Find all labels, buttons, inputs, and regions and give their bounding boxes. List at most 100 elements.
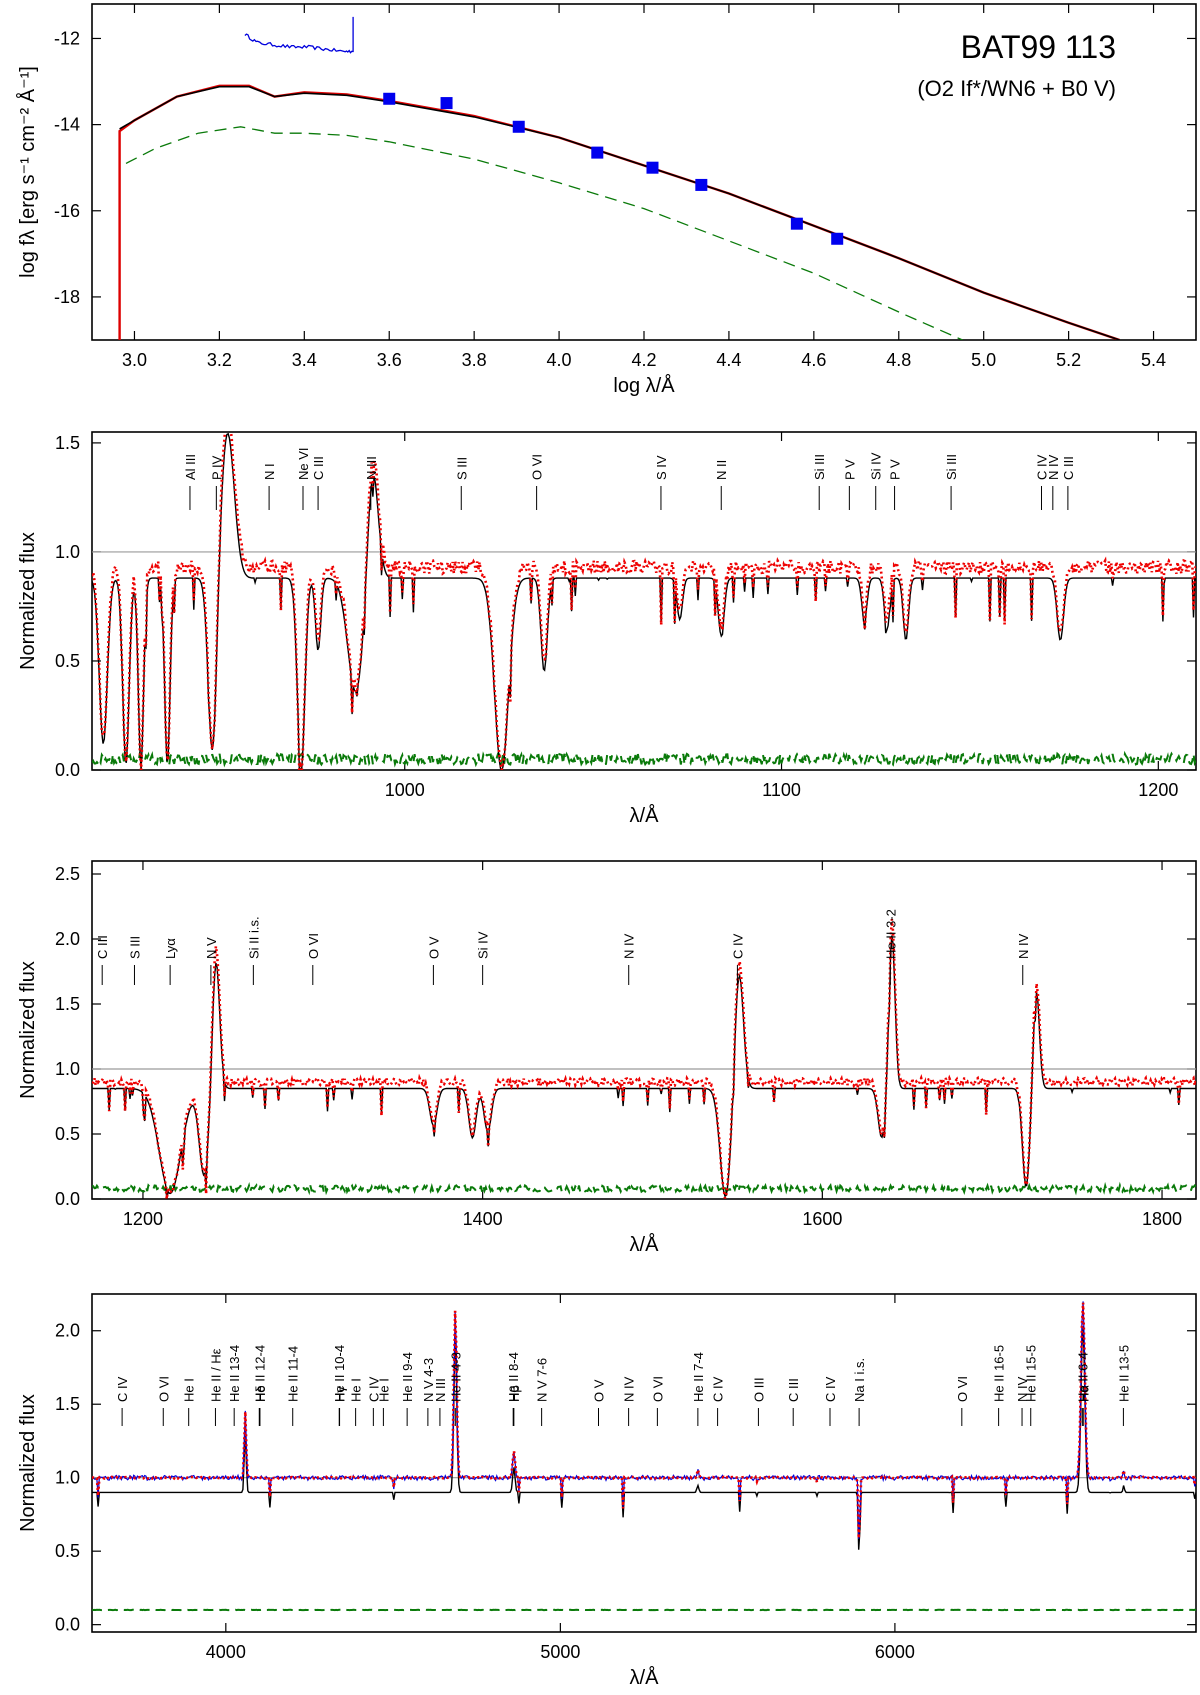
x-tick-label: 1200: [1138, 780, 1178, 800]
observed-spectrum: [92, 1301, 1196, 1539]
x-tick-label: 5.0: [971, 350, 996, 370]
plot-area: [92, 432, 1196, 770]
x-tick-label: 3.0: [122, 350, 147, 370]
line-id-label: P V: [842, 459, 857, 480]
plot-frame: [91, 860, 1197, 1200]
series-line: [125, 126, 963, 340]
y-tick-label: 1.5: [55, 1394, 80, 1414]
line-id-label: He II 9-4: [400, 1352, 415, 1402]
y-tick-label: 0.5: [55, 1124, 80, 1144]
line-id-label: He II 3-2: [883, 909, 898, 959]
line-id-label: Si IV: [476, 931, 491, 959]
line-id-label: N II: [714, 460, 729, 480]
observed-model-dotted: [92, 918, 1196, 1199]
line-id-label: Al III: [183, 454, 198, 480]
optical-panel: 4000 5000 6000 0.0 0.5 1.0 1.5 2.0 λ/Å Normalized…: [17, 1293, 1197, 1689]
plot-frame: [91, 431, 1197, 771]
model-spectrum: [92, 1325, 1196, 1550]
uv-panel: 1200 1400 1600 1800 0.0 0.5 1.0 1.5 2.0 2.5 λ/Å Nor…: [17, 860, 1197, 1256]
y-tick-label: 1.5: [55, 433, 80, 453]
x-tick-label: 1200: [123, 1209, 163, 1229]
line-id-label: C III: [311, 456, 326, 480]
photometry-point: [646, 161, 659, 174]
y-tick-label: 0.5: [55, 1541, 80, 1561]
y-tick-label: 0.0: [55, 1189, 80, 1209]
x-tick-label: 1400: [463, 1209, 503, 1229]
line-id-label: He II 6-4: [1075, 1352, 1090, 1402]
x-tick-label: 1100: [762, 780, 801, 800]
photometry-point: [831, 232, 844, 245]
y-axis-label: Normalized flux: [17, 1394, 39, 1532]
model-spectrum: [92, 935, 1196, 1199]
chart-title: BAT99 113: [961, 29, 1116, 65]
series-line: [244, 16, 354, 54]
line-id-label: He II / Hε: [208, 1348, 223, 1402]
x-tick-label: 1000: [385, 780, 425, 800]
plot-area: [92, 1301, 1196, 1612]
line-id-label: Hβ: [507, 1385, 522, 1402]
plot-area: [92, 918, 1196, 1199]
y-axis-label: log fλ [erg s⁻¹ cm⁻² Å⁻¹]: [16, 66, 39, 278]
line-id-label: C III: [1061, 456, 1076, 480]
line-id-label: He II 4-3: [448, 1352, 463, 1402]
y-tick-label: 0.5: [55, 651, 80, 671]
series-line: [119, 85, 1120, 340]
line-id-label: P IV: [209, 455, 224, 480]
line-id-label: O VI: [156, 1376, 171, 1402]
line-id-label: Ne VI: [296, 447, 311, 480]
x-axis-label: log λ/Å: [613, 374, 675, 397]
line-id-label: O VI: [955, 1376, 970, 1402]
observed-model-dotted: [92, 432, 1196, 770]
x-tick-label: 4.0: [547, 350, 572, 370]
line-id-label: C IV: [1035, 454, 1050, 480]
x-tick-label: 3.6: [377, 350, 402, 370]
line-id-label: N IV: [622, 933, 637, 959]
line-id-label: C IV: [366, 1376, 381, 1402]
line-id-label: O V: [426, 936, 441, 959]
line-id-label: He II 13-5: [1116, 1345, 1131, 1402]
secondary-contribution: [92, 750, 1196, 768]
y-tick-label: -18: [54, 287, 80, 307]
series-line: [118, 84, 1120, 340]
line-id-label: P V: [888, 459, 903, 480]
line-id-label: Hα: [1076, 1385, 1091, 1402]
x-tick-label: 5000: [540, 1642, 580, 1662]
chart-subtitle: (O2 If*/WN6 + B0 V): [917, 76, 1116, 101]
y-tick-label: -16: [54, 201, 80, 221]
line-id-label: He I: [376, 1378, 391, 1402]
x-tick-label: 4.6: [801, 350, 826, 370]
line-id-label: He II 7-4: [691, 1352, 706, 1402]
x-tick-label: 5.4: [1141, 350, 1166, 370]
y-tick-label: 1.0: [55, 1468, 80, 1488]
line-id-label: He II 8-4: [506, 1352, 521, 1402]
line-id-label: O V: [592, 1379, 607, 1402]
photometry-point: [512, 120, 525, 133]
line-id-label: He II 10-4: [332, 1345, 347, 1402]
line-id-label: O VI: [306, 933, 321, 959]
plot-frame: [91, 1293, 1197, 1633]
plot-area: [118, 16, 1120, 340]
line-id-label: N III: [433, 1378, 448, 1402]
line-id-label: He II 13-4: [227, 1345, 242, 1402]
line-id-label: Lyα: [163, 938, 178, 959]
line-id-label: He II 12-4: [252, 1345, 267, 1402]
photometry-point: [695, 178, 708, 191]
line-id-label: Si II i.s.: [246, 916, 261, 959]
line-id-label: N IV: [622, 1376, 637, 1402]
x-tick-label: 4.4: [716, 350, 741, 370]
photometry-point: [383, 92, 396, 105]
secondary-contribution: [92, 1181, 1196, 1196]
line-id-label: S IV: [654, 455, 669, 480]
x-tick-label: 4000: [206, 1642, 246, 1662]
x-tick-label: 1600: [802, 1209, 842, 1229]
photometry-point: [591, 146, 604, 159]
y-axis-label: Normalized flux: [17, 532, 39, 670]
line-id-label: O III: [751, 1377, 766, 1402]
x-tick-label: 4.2: [631, 350, 656, 370]
line-id-label: S III: [127, 936, 142, 959]
line-id-label: Si III: [812, 454, 827, 480]
line-id-label: C IV: [823, 1376, 838, 1402]
line-id-label: C III: [95, 935, 110, 959]
line-id-label: N I: [262, 463, 277, 480]
y-tick-label: 2.5: [55, 864, 80, 884]
